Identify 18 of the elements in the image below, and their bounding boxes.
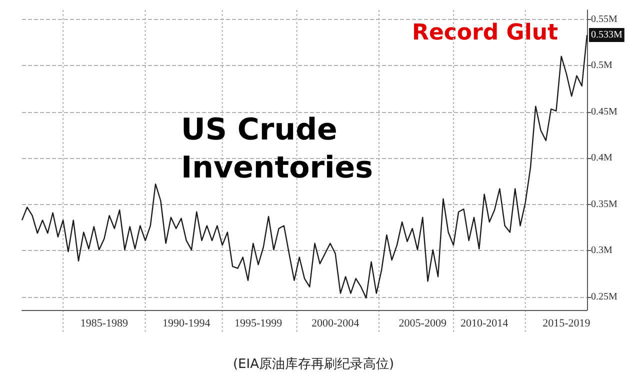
x-tick-label: 1985-1989 xyxy=(80,318,129,330)
x-tick-label: 2010-2014 xyxy=(460,318,509,330)
x-tick-label: 2000-2004 xyxy=(311,318,360,330)
y-tick-label: 0.5M xyxy=(591,60,612,72)
x-tick-label: 1990-1994 xyxy=(162,318,211,330)
x-tick-label: 1995-1999 xyxy=(234,318,283,330)
y-tick-label: 0.55M xyxy=(591,14,618,25)
text: (EIA原油库存再刷纪录高位) xyxy=(232,356,394,372)
y-tick-label: 0.25M xyxy=(591,292,618,303)
text: US Crude Inventories xyxy=(181,112,374,186)
x-tick-label: 2015-2019 xyxy=(542,318,591,330)
y-tick-label: 0.45M xyxy=(591,106,618,118)
y-tick-label: 0.4M xyxy=(591,152,612,164)
x-tick-label: 2005-2009 xyxy=(398,318,447,330)
annotation: 0.533M xyxy=(591,30,622,40)
y-tick-label: 0.3M xyxy=(591,245,612,256)
y-tick-label: 0.35M xyxy=(591,198,618,210)
annotation: Record Glut xyxy=(412,20,559,46)
